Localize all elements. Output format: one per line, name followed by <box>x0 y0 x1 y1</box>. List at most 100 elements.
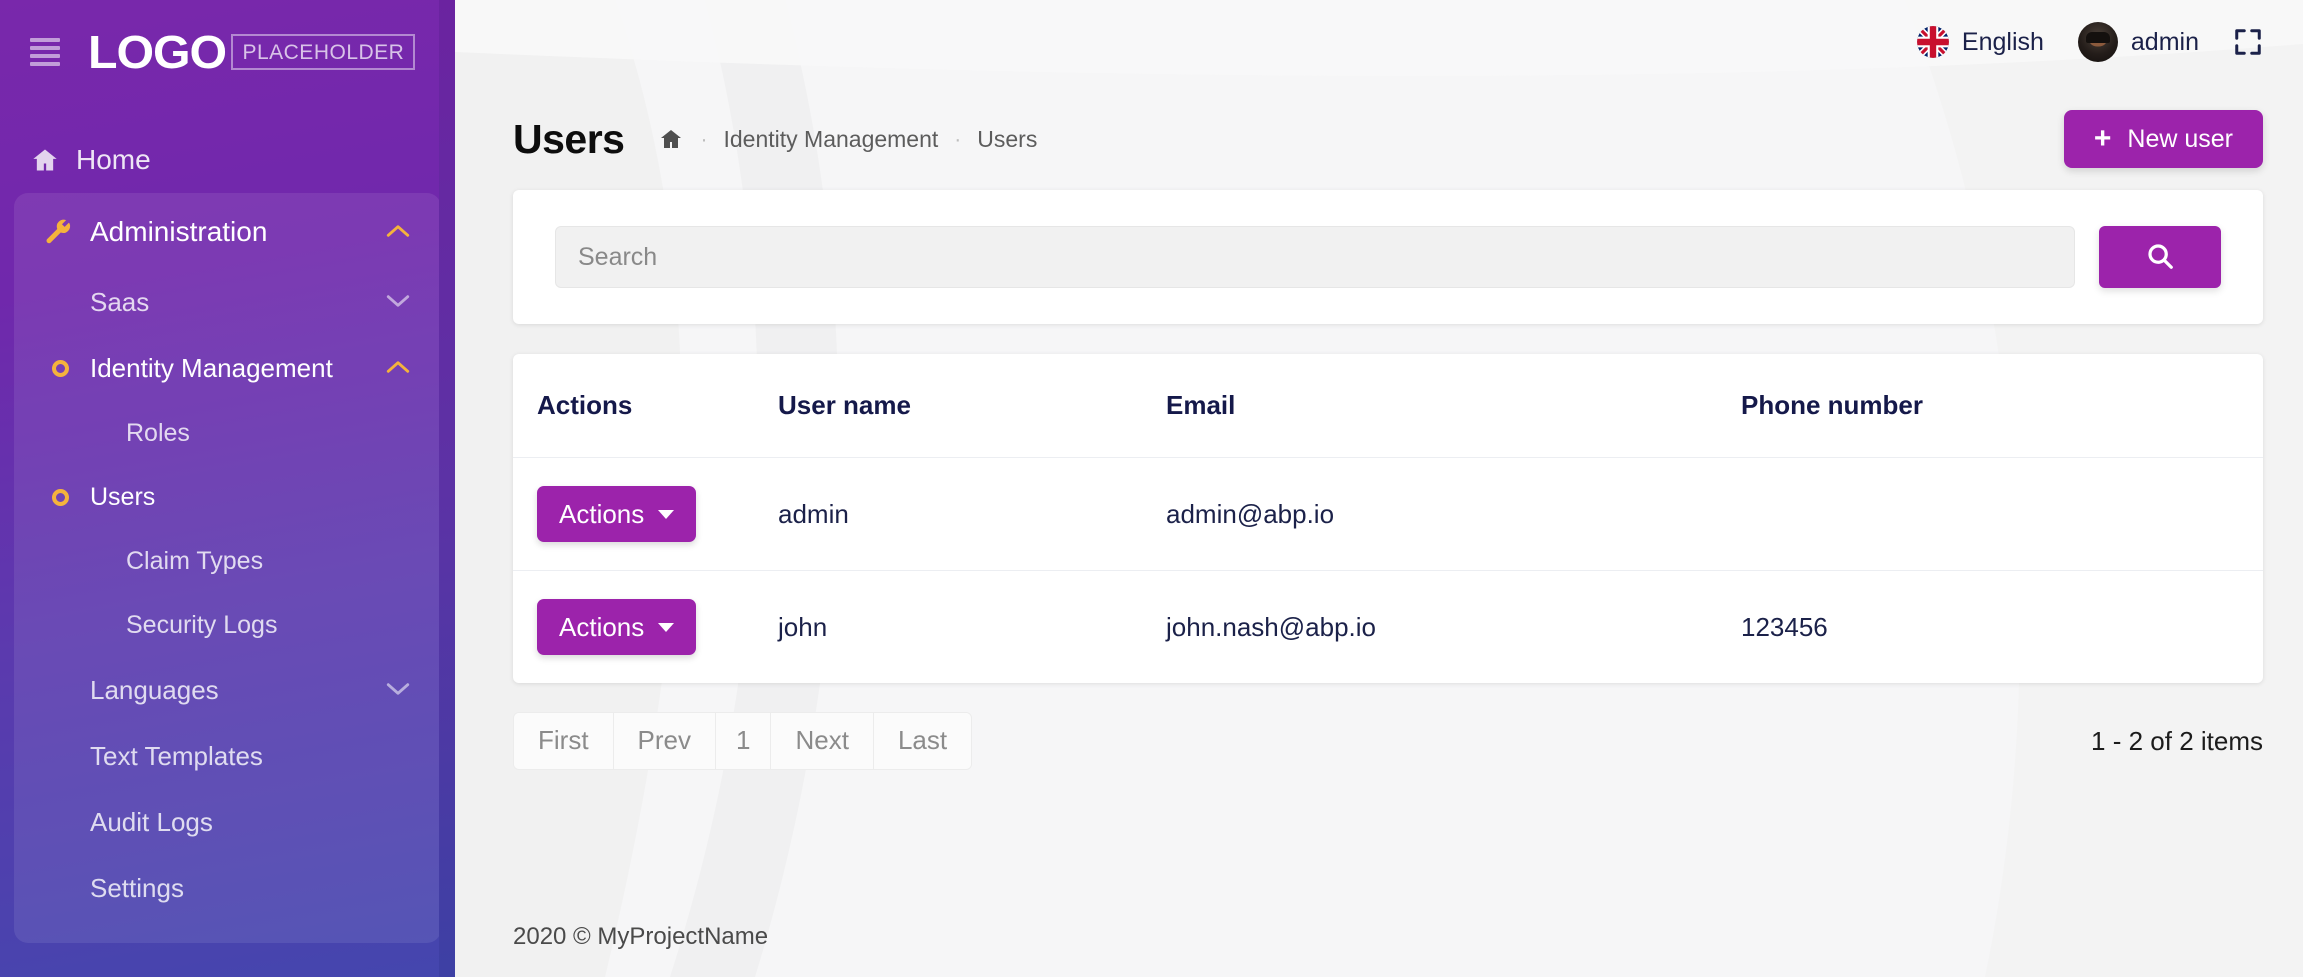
cell-user-name: admin <box>778 457 1166 571</box>
cell-phone-number: 123456 <box>1741 611 1828 642</box>
sidebar-item-security-logs[interactable]: Security Logs <box>14 593 441 657</box>
home-icon <box>661 130 682 148</box>
breadcrumb-home[interactable] <box>658 127 684 151</box>
user-name-label: admin <box>2130 27 2199 56</box>
avatar <box>2077 22 2118 62</box>
pagination-next[interactable]: Next <box>771 713 874 769</box>
column-header-email: Email <box>1166 354 1741 458</box>
sidebar-item-saas[interactable]: Saas <box>14 269 441 335</box>
chevron-up-icon[interactable] <box>385 357 411 379</box>
sidebar-item-label: Identity Management <box>90 352 333 383</box>
column-header-user-name: User name <box>778 354 1166 458</box>
sidebar-item-audit-logs[interactable]: Audit Logs <box>14 789 441 855</box>
cell-email: admin@abp.io <box>1166 457 1741 571</box>
administration-children: Saas Identity Management <box>14 265 441 921</box>
pagination-last[interactable]: Last <box>873 713 972 769</box>
table-row: Actions john john.nash@abp.io 123456 <box>513 571 2263 684</box>
sidebar-item-roles[interactable]: Roles <box>14 401 441 465</box>
row-actions-button[interactable]: Actions <box>537 486 697 542</box>
row-actions-label: Actions <box>559 498 645 529</box>
language-selector[interactable]: English <box>1916 26 2044 58</box>
breadcrumb-item-users[interactable]: Users <box>977 125 1038 152</box>
page-title: Users <box>513 115 625 162</box>
breadcrumb-separator: · <box>700 127 708 151</box>
chevron-down-icon <box>658 622 675 632</box>
sidebar-group-administration: Administration Saas <box>14 193 441 943</box>
table-body: Actions admin admin@abp.io Actions <box>513 457 2263 684</box>
sidebar-item-claim-types[interactable]: Claim Types <box>14 529 441 593</box>
sidebar-item-label: Users <box>90 482 156 511</box>
pagination: First Prev 1 Next Last <box>513 712 973 770</box>
new-user-button-label: New user <box>2127 124 2233 153</box>
row-actions-button[interactable]: Actions <box>537 599 697 655</box>
new-user-button[interactable]: + New user <box>2063 110 2263 168</box>
logo-badge: PLACEHOLDER <box>231 33 416 70</box>
sidebar-item-identity-management[interactable]: Identity Management <box>14 335 441 401</box>
fullscreen-icon[interactable] <box>2233 27 2263 57</box>
sidebar-item-label: Roles <box>126 418 190 447</box>
pagination-first[interactable]: First <box>514 713 614 769</box>
sidebar-item-users[interactable]: Users <box>14 465 441 529</box>
sidebar-item-label: Text Templates <box>90 740 263 771</box>
pagination-page-1[interactable]: 1 <box>716 713 772 769</box>
uk-flag-icon <box>1916 26 1949 58</box>
column-header-phone-number: Phone number <box>1741 354 2263 458</box>
ring-bullet-icon <box>44 359 90 377</box>
logo[interactable]: LOGO PLACEHOLDER <box>88 25 416 78</box>
search-input[interactable] <box>555 226 2075 288</box>
sidebar-item-label: Languages <box>90 674 219 705</box>
users-table: Actions User name Email Phone number Act… <box>513 354 2263 683</box>
sidebar-nav: Home Administration <box>0 103 455 953</box>
pagination-row: First Prev 1 Next Last 1 - 2 of 2 items <box>513 709 2263 773</box>
breadcrumb-item-identity-management[interactable]: Identity Management <box>723 125 939 152</box>
search-button[interactable] <box>2099 226 2221 288</box>
sidebar-item-label: Audit Logs <box>90 806 213 837</box>
cell-actions: Actions <box>513 571 778 684</box>
plus-icon: + <box>2093 122 2112 155</box>
table-header-row: Actions User name Email Phone number <box>513 354 2263 458</box>
sidebar-item-label: Saas <box>90 286 150 317</box>
sidebar-item-settings[interactable]: Settings <box>14 855 441 921</box>
sidebar-item-label: Administration <box>90 216 268 247</box>
sidebar-item-text-templates[interactable]: Text Templates <box>14 723 441 789</box>
table-row: Actions admin admin@abp.io <box>513 457 2263 571</box>
ring-bullet-icon <box>44 488 90 506</box>
row-actions-label: Actions <box>559 611 645 642</box>
pagination-prev[interactable]: Prev <box>613 713 717 769</box>
footer-text: 2020 © MyProjectName <box>513 923 769 950</box>
wrench-icon <box>44 217 90 247</box>
hamburger-icon[interactable] <box>30 37 60 66</box>
sidebar-brand: LOGO PLACEHOLDER <box>0 0 455 103</box>
sidebar-item-administration[interactable]: Administration <box>14 199 441 265</box>
breadcrumb: · Identity Management · Users <box>658 126 1037 153</box>
chevron-down-icon[interactable] <box>385 291 411 313</box>
table-head: Actions User name Email Phone number <box>513 354 2263 458</box>
cell-actions: Actions <box>513 457 778 571</box>
column-header-actions: Actions <box>513 354 778 458</box>
language-label: English <box>1961 27 2044 56</box>
search-row <box>555 226 2221 288</box>
logo-text: LOGO <box>88 25 227 78</box>
chevron-down-icon <box>658 509 675 519</box>
breadcrumb-separator: · <box>954 127 962 151</box>
chevron-up-icon[interactable] <box>385 221 411 243</box>
page-header: Users · Identity Management · Users + Ne… <box>455 84 2303 176</box>
cell-user-name: john <box>778 611 828 642</box>
sidebar-item-label: Settings <box>90 872 184 903</box>
user-menu[interactable]: admin <box>2077 22 2199 62</box>
chevron-down-icon[interactable] <box>385 679 411 701</box>
topbar: English admin <box>455 0 2303 84</box>
sidebar-item-label: Home <box>76 144 151 175</box>
sidebar: LOGO PLACEHOLDER Home <box>0 0 455 977</box>
items-count-label: 1 - 2 of 2 items <box>2091 725 2263 756</box>
users-table-card: Actions User name Email Phone number Act… <box>513 354 2263 683</box>
sidebar-item-home[interactable]: Home <box>0 127 455 193</box>
search-card <box>513 190 2263 324</box>
home-icon <box>30 146 76 174</box>
cell-email: john.nash@abp.io <box>1166 611 1376 642</box>
sidebar-item-languages[interactable]: Languages <box>14 657 441 723</box>
search-icon <box>2145 241 2175 274</box>
sidebar-item-label: Claim Types <box>126 546 264 575</box>
sidebar-item-label: Security Logs <box>126 610 278 639</box>
